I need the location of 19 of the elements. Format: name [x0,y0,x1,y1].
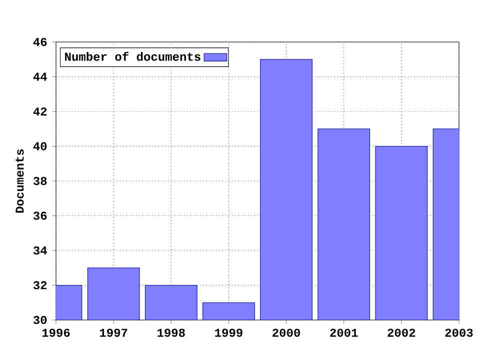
x-tick-label: 1998 [158,328,185,337]
y-tick-label: 38 [33,176,47,186]
y-tick-label: 30 [33,316,47,324]
y-tick-label: 40 [33,142,47,150]
y-axis-title: Documents [16,149,24,213]
y-tick-label: 36 [33,212,47,220]
x-tick-label: 2002 [388,328,416,337]
x-tick-label: 1996 [42,328,70,337]
y-tick-label: 46 [33,38,47,46]
x-tick-label: 2003 [445,328,473,337]
y-tick-label: 34 [33,246,47,255]
x-tick-label: 1999 [215,328,242,337]
x-tick-label: 2001 [330,328,358,337]
x-tick-label: 2000 [272,328,300,337]
y-tick-label: 44 [33,72,47,81]
x-tick-label: 1997 [100,328,128,337]
legend-label: Number of documents [65,52,200,61]
y-tick-label: 32 [33,281,47,290]
y-tick-label: 42 [33,107,47,116]
